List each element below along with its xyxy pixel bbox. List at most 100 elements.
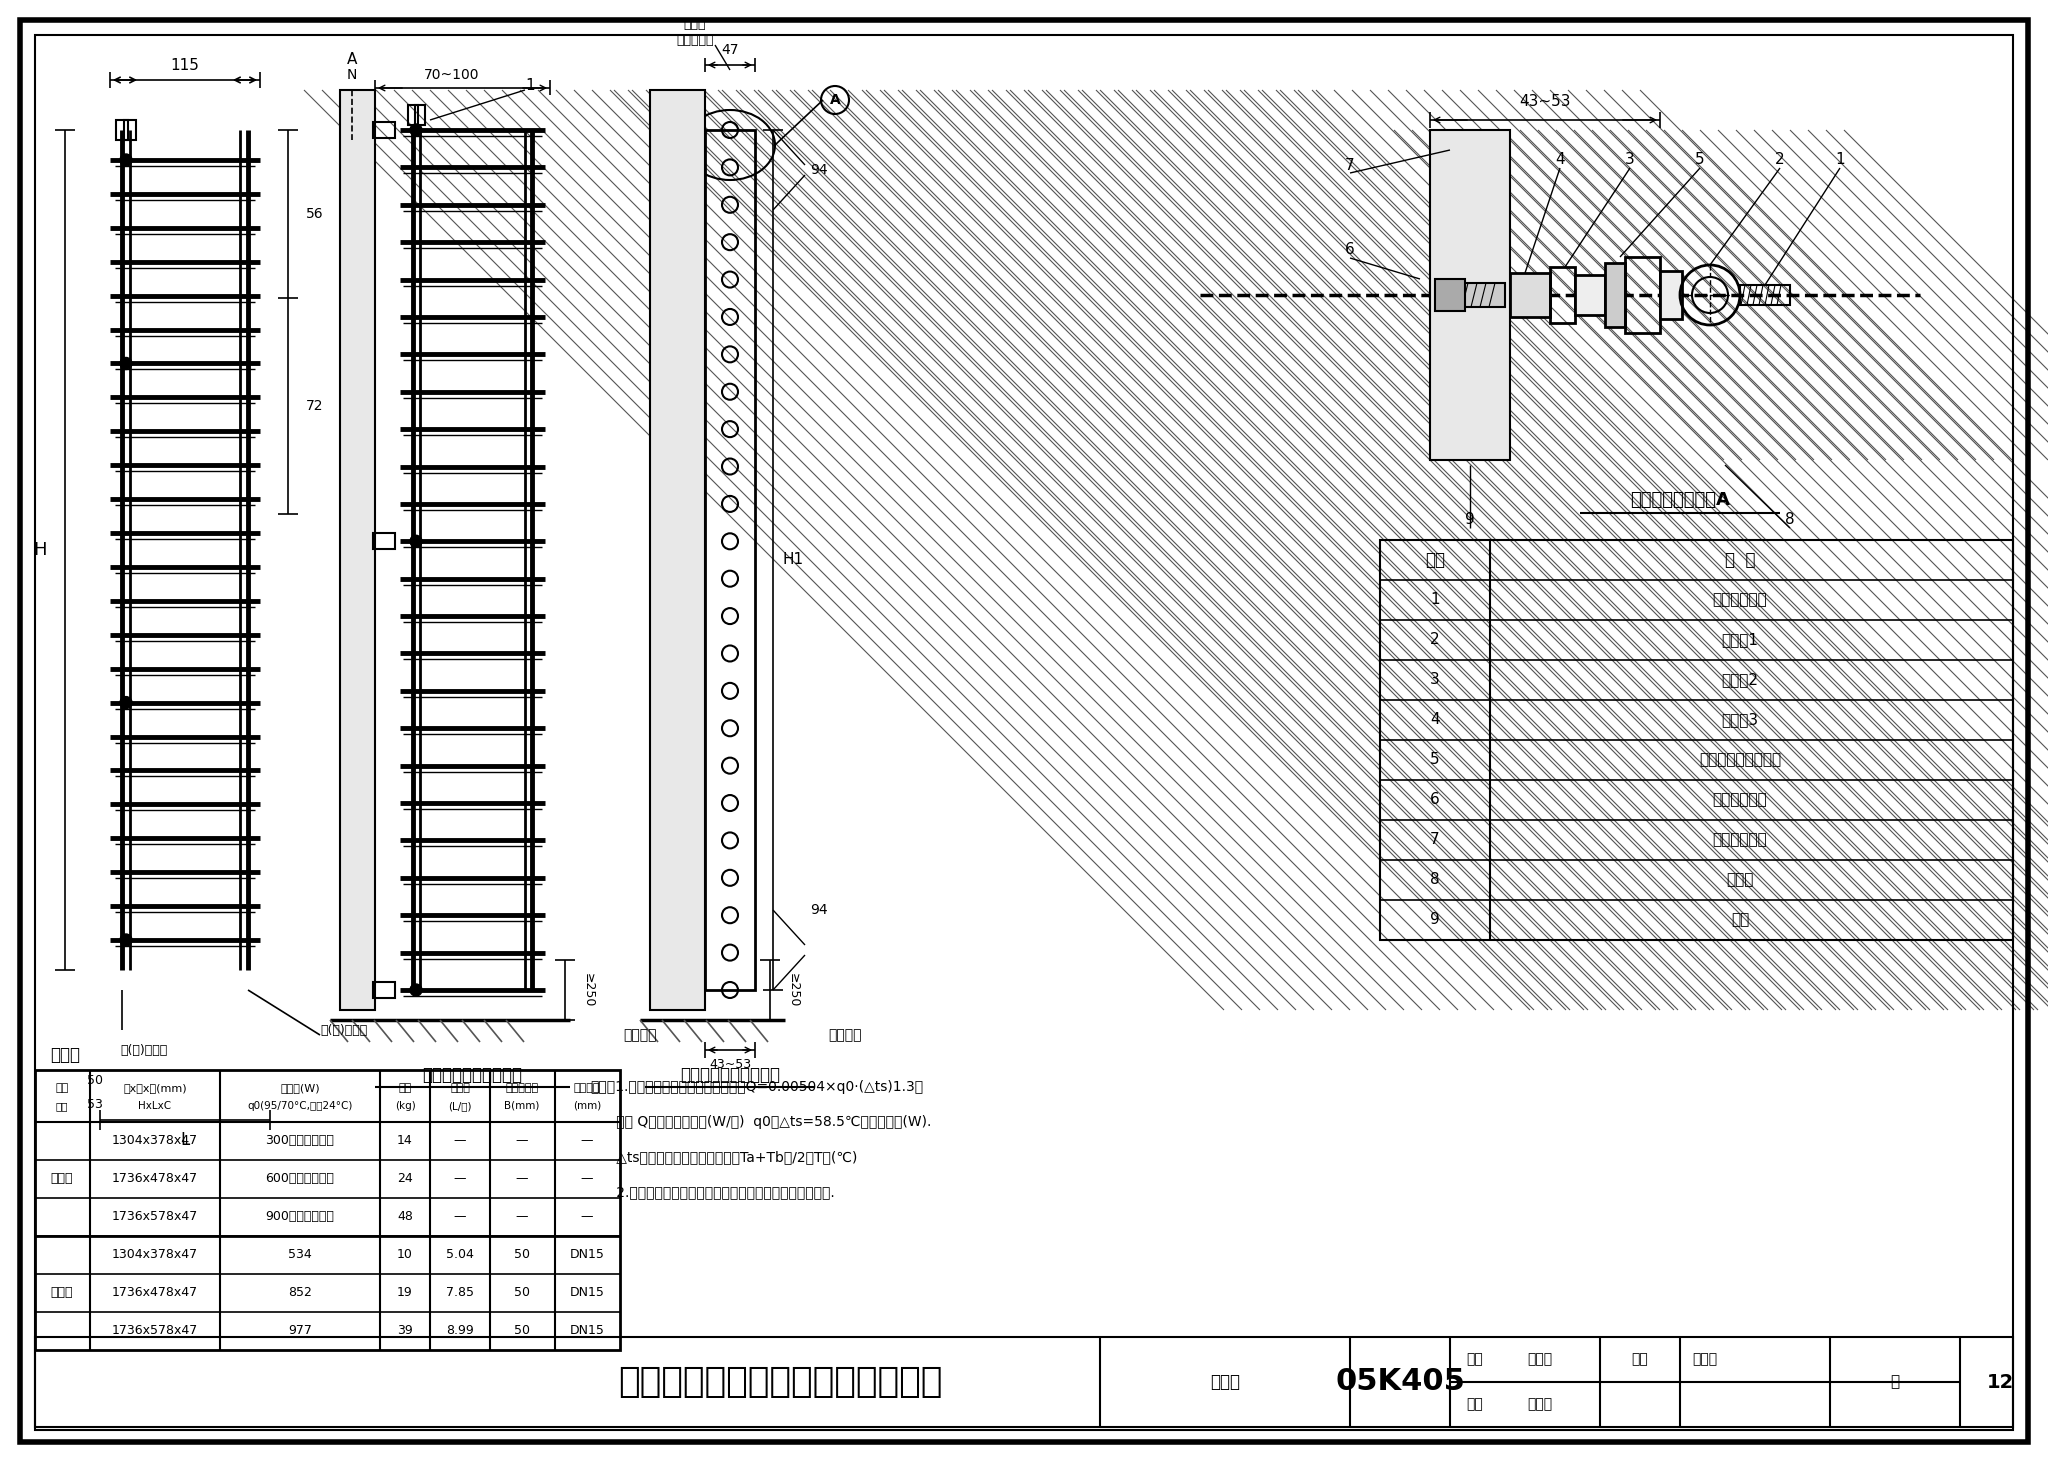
Text: 钢制卫浴系列散热器及安装（二）: 钢制卫浴系列散热器及安装（二）: [618, 1366, 942, 1399]
Bar: [1606, 263, 1624, 327]
Text: 1: 1: [1835, 152, 1845, 168]
Text: 7.85: 7.85: [446, 1287, 473, 1300]
Text: 24: 24: [397, 1173, 414, 1186]
Text: 1: 1: [524, 77, 535, 92]
Text: 5: 5: [1430, 753, 1440, 768]
Text: DN15: DN15: [569, 1325, 604, 1338]
Text: 600（输入功率）: 600（输入功率）: [266, 1173, 334, 1186]
Text: 件号: 件号: [1425, 551, 1446, 569]
Bar: [35, 1070, 621, 1349]
Text: 9: 9: [1464, 513, 1475, 528]
Text: 50: 50: [514, 1325, 530, 1338]
Text: 设计: 设计: [1632, 1352, 1649, 1366]
Text: 固定套3: 固定套3: [1722, 712, 1759, 728]
Text: (mm): (mm): [573, 1101, 602, 1111]
Text: 钢建圃: 钢建圃: [1692, 1352, 1718, 1366]
Text: 塑料埋墙胀塞: 塑料埋墙胀塞: [1712, 832, 1767, 848]
Text: 10: 10: [397, 1249, 414, 1262]
Text: DN15: DN15: [569, 1249, 604, 1262]
Text: 页: 页: [1890, 1374, 1901, 1389]
Text: 53: 53: [88, 1098, 102, 1111]
Text: A: A: [346, 53, 356, 67]
Text: 3: 3: [1430, 673, 1440, 687]
Bar: [1741, 285, 1790, 306]
Text: 类型: 类型: [55, 1101, 68, 1111]
Text: —: —: [582, 1135, 594, 1148]
Text: 热水型: 热水型: [51, 1287, 74, 1300]
Text: 6: 6: [1430, 792, 1440, 807]
Text: 电热型: 电热型: [51, 1173, 74, 1186]
Text: A: A: [829, 94, 840, 107]
Text: 接管尺寸: 接管尺寸: [573, 1083, 600, 1094]
Text: (L/组): (L/组): [449, 1101, 471, 1111]
Text: 5.04: 5.04: [446, 1249, 473, 1262]
Text: 墙体: 墙体: [1731, 912, 1749, 927]
Text: 散热量(W): 散热量(W): [281, 1083, 319, 1094]
Text: —: —: [455, 1135, 467, 1148]
Text: 固定套2: 固定套2: [1722, 673, 1759, 687]
Text: 14: 14: [397, 1135, 414, 1148]
Text: 1304x378x47: 1304x378x47: [113, 1249, 199, 1262]
Text: 1736x478x47: 1736x478x47: [113, 1173, 199, 1186]
Text: —: —: [516, 1135, 528, 1148]
Text: 4: 4: [1554, 152, 1565, 168]
Text: 534: 534: [289, 1249, 311, 1262]
Bar: [705, 130, 756, 990]
Text: 6: 6: [1346, 243, 1356, 257]
Text: —: —: [582, 1173, 594, 1186]
Bar: [408, 105, 418, 124]
Text: 3: 3: [1626, 152, 1634, 168]
Bar: [649, 91, 705, 1010]
Text: 放气阀: 放气阀: [684, 19, 707, 32]
Text: 1736x578x47: 1736x578x47: [113, 1211, 199, 1224]
Text: 高x宽x厚(mm): 高x宽x厚(mm): [123, 1083, 186, 1094]
Text: 卫浴管: 卫浴管: [1726, 873, 1753, 887]
Text: ≥250: ≥250: [786, 972, 799, 1007]
Circle shape: [121, 696, 131, 709]
Bar: [340, 91, 375, 1010]
Bar: [1550, 268, 1575, 323]
Bar: [1436, 279, 1464, 311]
Text: B(mm): B(mm): [504, 1101, 541, 1111]
Circle shape: [121, 358, 131, 370]
Text: H: H: [33, 541, 47, 558]
Bar: [1446, 284, 1505, 307]
Text: 50: 50: [514, 1249, 530, 1262]
Bar: [373, 982, 395, 999]
Text: 固定套1: 固定套1: [1722, 633, 1759, 648]
Circle shape: [121, 154, 131, 167]
Text: 名  称: 名 称: [1724, 551, 1755, 569]
Text: 水容量: 水容量: [451, 1083, 469, 1094]
Text: 70~100: 70~100: [424, 69, 479, 82]
Text: 配套内六角旋紧螺钉: 配套内六角旋紧螺钉: [1700, 753, 1782, 768]
Text: 出(进)水接口: 出(进)水接口: [319, 1023, 367, 1037]
Circle shape: [410, 535, 422, 547]
Bar: [373, 534, 395, 550]
Bar: [373, 121, 395, 137]
Text: 39: 39: [397, 1325, 414, 1338]
Text: 固定件安装示意图A: 固定件安装示意图A: [1630, 491, 1731, 509]
Text: 94: 94: [811, 904, 827, 917]
Text: 9: 9: [1430, 912, 1440, 927]
Bar: [35, 1338, 2013, 1427]
Bar: [1575, 275, 1606, 314]
Text: 05K405: 05K405: [1335, 1367, 1464, 1396]
Bar: [125, 120, 135, 140]
Text: 5: 5: [1696, 152, 1704, 168]
Bar: [1430, 130, 1509, 461]
Text: 12: 12: [1987, 1373, 2013, 1392]
Text: 8: 8: [1430, 873, 1440, 887]
Text: —: —: [516, 1173, 528, 1186]
Text: 115: 115: [170, 57, 199, 73]
Bar: [1624, 257, 1661, 333]
Text: (kg): (kg): [395, 1101, 416, 1111]
Text: 2: 2: [1776, 152, 1784, 168]
Text: 8: 8: [1786, 513, 1794, 528]
Text: 图集号: 图集号: [1210, 1373, 1239, 1390]
Bar: [340, 91, 375, 1010]
Text: 质量: 质量: [399, 1083, 412, 1094]
Text: 配套紧固螺杆: 配套紧固螺杆: [1712, 592, 1767, 608]
Text: —: —: [582, 1211, 594, 1224]
Text: —: —: [516, 1211, 528, 1224]
Text: HxLxC: HxLxC: [139, 1101, 172, 1111]
